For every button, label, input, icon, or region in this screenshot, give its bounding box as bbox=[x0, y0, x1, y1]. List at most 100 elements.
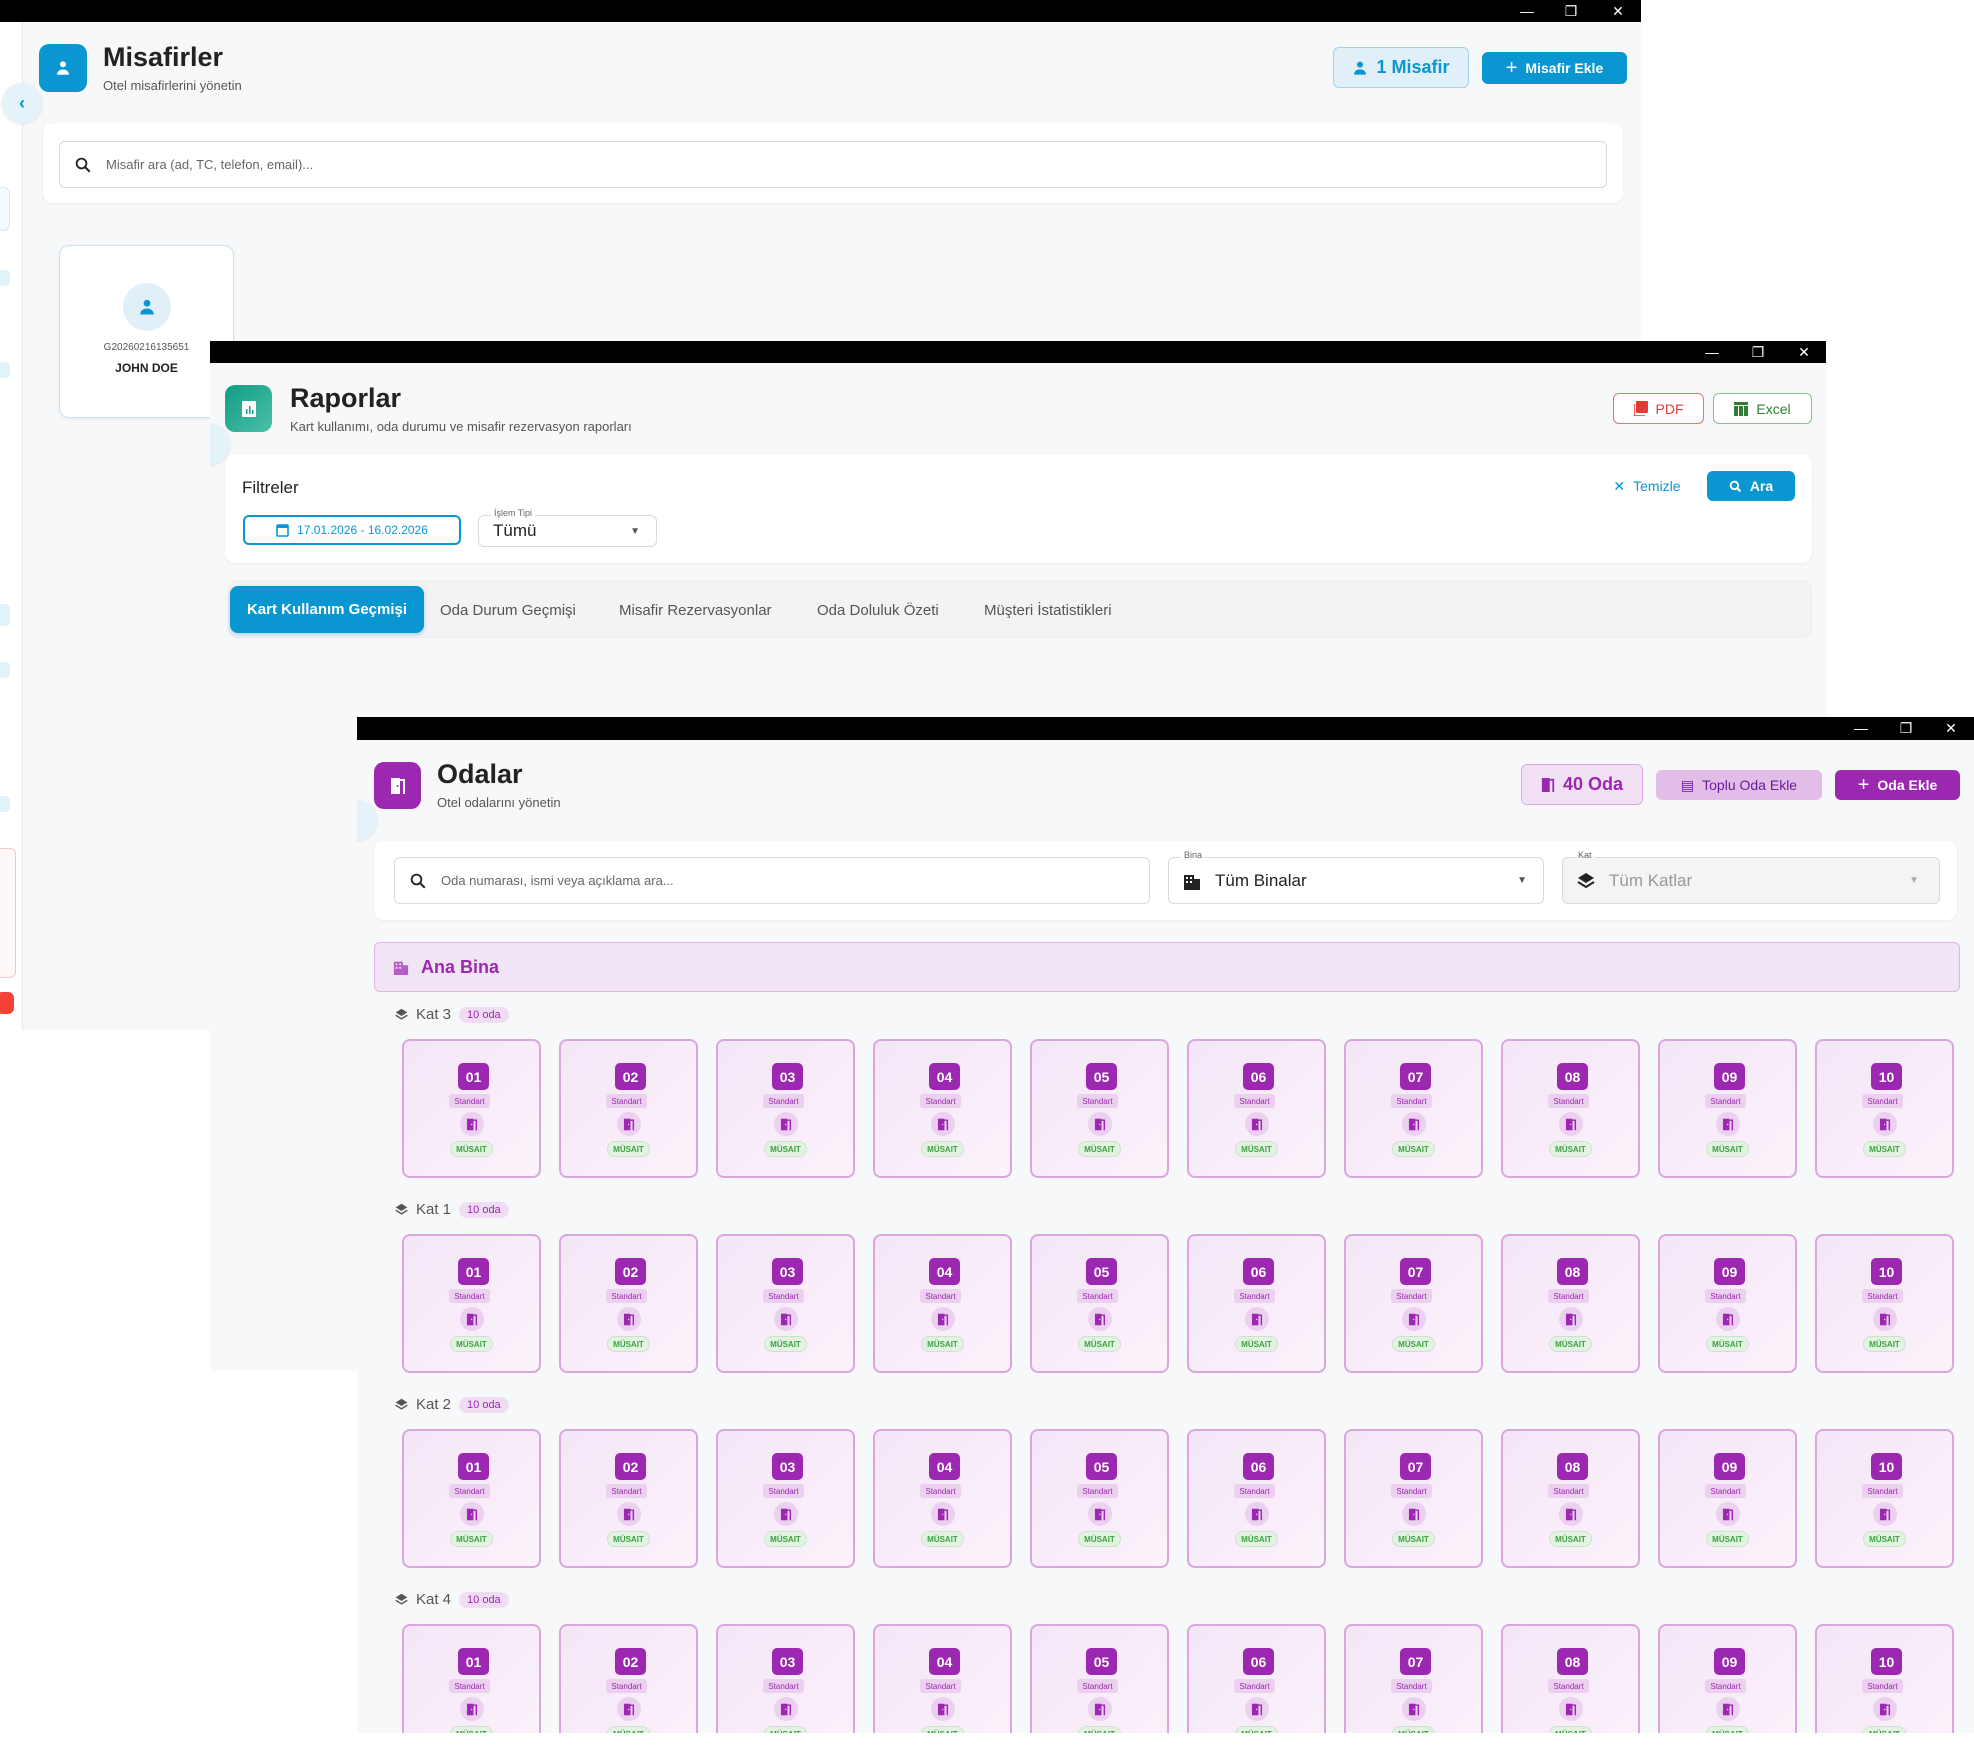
sidebar-item[interactable] bbox=[0, 796, 10, 812]
bulk-add-rooms-button[interactable]: ▤ Toplu Oda Ekle bbox=[1656, 770, 1822, 800]
floor-value: Tüm Katlar bbox=[1609, 870, 1693, 890]
close-button[interactable]: ✕ bbox=[1798, 344, 1810, 360]
room-card[interactable]: 02 Standart MÜSAIT bbox=[559, 1429, 698, 1568]
pdf-export-button[interactable]: PDF bbox=[1613, 393, 1704, 424]
minimize-button[interactable]: — bbox=[1520, 3, 1534, 19]
building-icon bbox=[1184, 874, 1200, 890]
room-card[interactable]: 10 Standart MÜSAIT bbox=[1815, 1429, 1954, 1568]
room-card[interactable]: 08 Standart MÜSAIT bbox=[1501, 1624, 1640, 1733]
room-number: 04 bbox=[929, 1453, 960, 1480]
room-card[interactable]: 06 Standart MÜSAIT bbox=[1187, 1039, 1326, 1178]
room-card[interactable]: 09 Standart MÜSAIT bbox=[1658, 1234, 1797, 1373]
room-card[interactable]: 07 Standart MÜSAIT bbox=[1344, 1429, 1483, 1568]
room-card[interactable]: 05 Standart MÜSAIT bbox=[1030, 1429, 1169, 1568]
guest-card[interactable]: G20260216135651 JOHN DOE bbox=[59, 245, 234, 418]
room-card[interactable]: 06 Standart MÜSAIT bbox=[1187, 1429, 1326, 1568]
add-room-button[interactable]: + Oda Ekle bbox=[1835, 770, 1960, 800]
room-status-badge: MÜSAIT bbox=[1078, 1726, 1121, 1733]
logout-button[interactable] bbox=[0, 992, 14, 1014]
room-card[interactable]: 07 Standart MÜSAIT bbox=[1344, 1624, 1483, 1733]
room-card[interactable]: 01 Standart MÜSAIT bbox=[402, 1429, 541, 1568]
room-card[interactable]: 05 Standart MÜSAIT bbox=[1030, 1039, 1169, 1178]
sidebar-item[interactable] bbox=[0, 362, 10, 378]
collapse-sidebar-button[interactable] bbox=[357, 800, 377, 840]
building-select[interactable]: Bina Tüm Binalar ▼ bbox=[1168, 850, 1544, 904]
room-card[interactable]: 02 Standart MÜSAIT bbox=[559, 1234, 698, 1373]
room-type: Standart bbox=[1391, 1484, 1432, 1498]
sidebar-item[interactable] bbox=[0, 187, 10, 231]
room-type: Standart bbox=[1077, 1679, 1118, 1693]
room-search-input[interactable]: Oda numarası, ismi veya açıklama ara... bbox=[394, 857, 1150, 904]
tab-musteri-istatistik[interactable]: Müşteri İstatistikleri bbox=[984, 581, 1112, 639]
room-card[interactable]: 02 Standart MÜSAIT bbox=[559, 1039, 698, 1178]
room-card[interactable]: 04 Standart MÜSAIT bbox=[873, 1429, 1012, 1568]
tab-oda-durum[interactable]: Oda Durum Geçmişi bbox=[440, 581, 576, 639]
room-card[interactable]: 03 Standart MÜSAIT bbox=[716, 1624, 855, 1733]
room-number: 09 bbox=[1714, 1648, 1745, 1675]
excel-export-button[interactable]: Excel bbox=[1713, 393, 1812, 424]
tab-oda-doluluk[interactable]: Oda Doluluk Özeti bbox=[817, 581, 939, 639]
room-card[interactable]: 09 Standart MÜSAIT bbox=[1658, 1429, 1797, 1568]
room-card[interactable]: 09 Standart MÜSAIT bbox=[1658, 1624, 1797, 1733]
date-range-button[interactable]: 17.01.2026 - 16.02.2026 bbox=[243, 515, 461, 545]
room-card[interactable]: 10 Standart MÜSAIT bbox=[1815, 1039, 1954, 1178]
room-status-badge: MÜSAIT bbox=[1235, 1336, 1278, 1352]
sidebar-item[interactable] bbox=[0, 662, 10, 678]
layers-icon bbox=[395, 1398, 408, 1410]
close-button[interactable]: ✕ bbox=[1612, 3, 1624, 19]
room-card[interactable]: 04 Standart MÜSAIT bbox=[873, 1624, 1012, 1733]
room-type: Standart bbox=[1077, 1289, 1118, 1303]
room-card[interactable]: 08 Standart MÜSAIT bbox=[1501, 1429, 1640, 1568]
room-card[interactable]: 04 Standart MÜSAIT bbox=[873, 1234, 1012, 1373]
room-card[interactable]: 09 Standart MÜSAIT bbox=[1658, 1039, 1797, 1178]
restore-button[interactable]: ❐ bbox=[1751, 344, 1765, 360]
room-card[interactable]: 03 Standart MÜSAIT bbox=[716, 1234, 855, 1373]
door-icon bbox=[1245, 1112, 1269, 1136]
room-type: Standart bbox=[1077, 1484, 1118, 1498]
room-card[interactable]: 10 Standart MÜSAIT bbox=[1815, 1624, 1954, 1733]
tab-misafir-rezervasyon[interactable]: Misafir Rezervasyonlar bbox=[619, 581, 772, 639]
collapse-sidebar-button[interactable]: ‹ bbox=[2, 83, 42, 123]
room-card[interactable]: 08 Standart MÜSAIT bbox=[1501, 1234, 1640, 1373]
collapse-sidebar-button[interactable] bbox=[210, 424, 230, 464]
operation-type-value: Tümü bbox=[493, 521, 537, 540]
room-card[interactable]: 06 Standart MÜSAIT bbox=[1187, 1234, 1326, 1373]
sidebar-item[interactable] bbox=[0, 270, 10, 286]
building-header[interactable]: Ana Bina bbox=[374, 942, 1960, 992]
restore-button[interactable]: ❐ bbox=[1899, 720, 1913, 736]
tab-kart-kullanim[interactable]: Kart Kullanım Geçmişi bbox=[230, 586, 424, 633]
tab-label: Oda Doluluk Özeti bbox=[817, 601, 939, 619]
room-card[interactable]: 06 Standart MÜSAIT bbox=[1187, 1624, 1326, 1733]
guest-search-input[interactable]: Misafir ara (ad, TC, telefon, email)... bbox=[59, 141, 1607, 188]
close-button[interactable]: ✕ bbox=[1945, 720, 1957, 736]
clear-filters-button[interactable]: ✕ Temizle bbox=[1609, 471, 1685, 501]
room-card[interactable]: 07 Standart MÜSAIT bbox=[1344, 1234, 1483, 1373]
room-card[interactable]: 01 Standart MÜSAIT bbox=[402, 1234, 541, 1373]
room-card[interactable]: 02 Standart MÜSAIT bbox=[559, 1624, 698, 1733]
add-guest-button[interactable]: + Misafir Ekle bbox=[1482, 52, 1627, 84]
operation-type-select[interactable]: İşlem Tipi Tümü ▼ bbox=[478, 508, 657, 547]
search-placeholder: Oda numarası, ismi veya açıklama ara... bbox=[441, 873, 674, 888]
restore-button[interactable]: ❐ bbox=[1564, 3, 1578, 19]
room-type: Standart bbox=[1548, 1484, 1589, 1498]
room-card[interactable]: 05 Standart MÜSAIT bbox=[1030, 1234, 1169, 1373]
room-type: Standart bbox=[1862, 1289, 1903, 1303]
room-number: 09 bbox=[1714, 1258, 1745, 1285]
title-bar: — ❐ ✕ bbox=[0, 0, 1641, 22]
room-card[interactable]: 05 Standart MÜSAIT bbox=[1030, 1624, 1169, 1733]
room-card[interactable]: 03 Standart MÜSAIT bbox=[716, 1039, 855, 1178]
sidebar-item[interactable] bbox=[0, 604, 10, 626]
minimize-button[interactable]: — bbox=[1854, 720, 1868, 736]
minimize-button[interactable]: — bbox=[1705, 344, 1719, 360]
room-card[interactable]: 08 Standart MÜSAIT bbox=[1501, 1039, 1640, 1178]
room-number: 03 bbox=[772, 1063, 803, 1090]
page-subtitle: Otel odalarını yönetin bbox=[437, 795, 561, 810]
search-button[interactable]: Ara bbox=[1707, 471, 1795, 501]
room-card[interactable]: 07 Standart MÜSAIT bbox=[1344, 1039, 1483, 1178]
room-card[interactable]: 01 Standart MÜSAIT bbox=[402, 1039, 541, 1178]
room-card[interactable]: 10 Standart MÜSAIT bbox=[1815, 1234, 1954, 1373]
room-card[interactable]: 04 Standart MÜSAIT bbox=[873, 1039, 1012, 1178]
room-card[interactable]: 01 Standart MÜSAIT bbox=[402, 1624, 541, 1733]
room-card[interactable]: 03 Standart MÜSAIT bbox=[716, 1429, 855, 1568]
floor-select[interactable]: Kat Tüm Katlar ▼ bbox=[1562, 850, 1940, 904]
